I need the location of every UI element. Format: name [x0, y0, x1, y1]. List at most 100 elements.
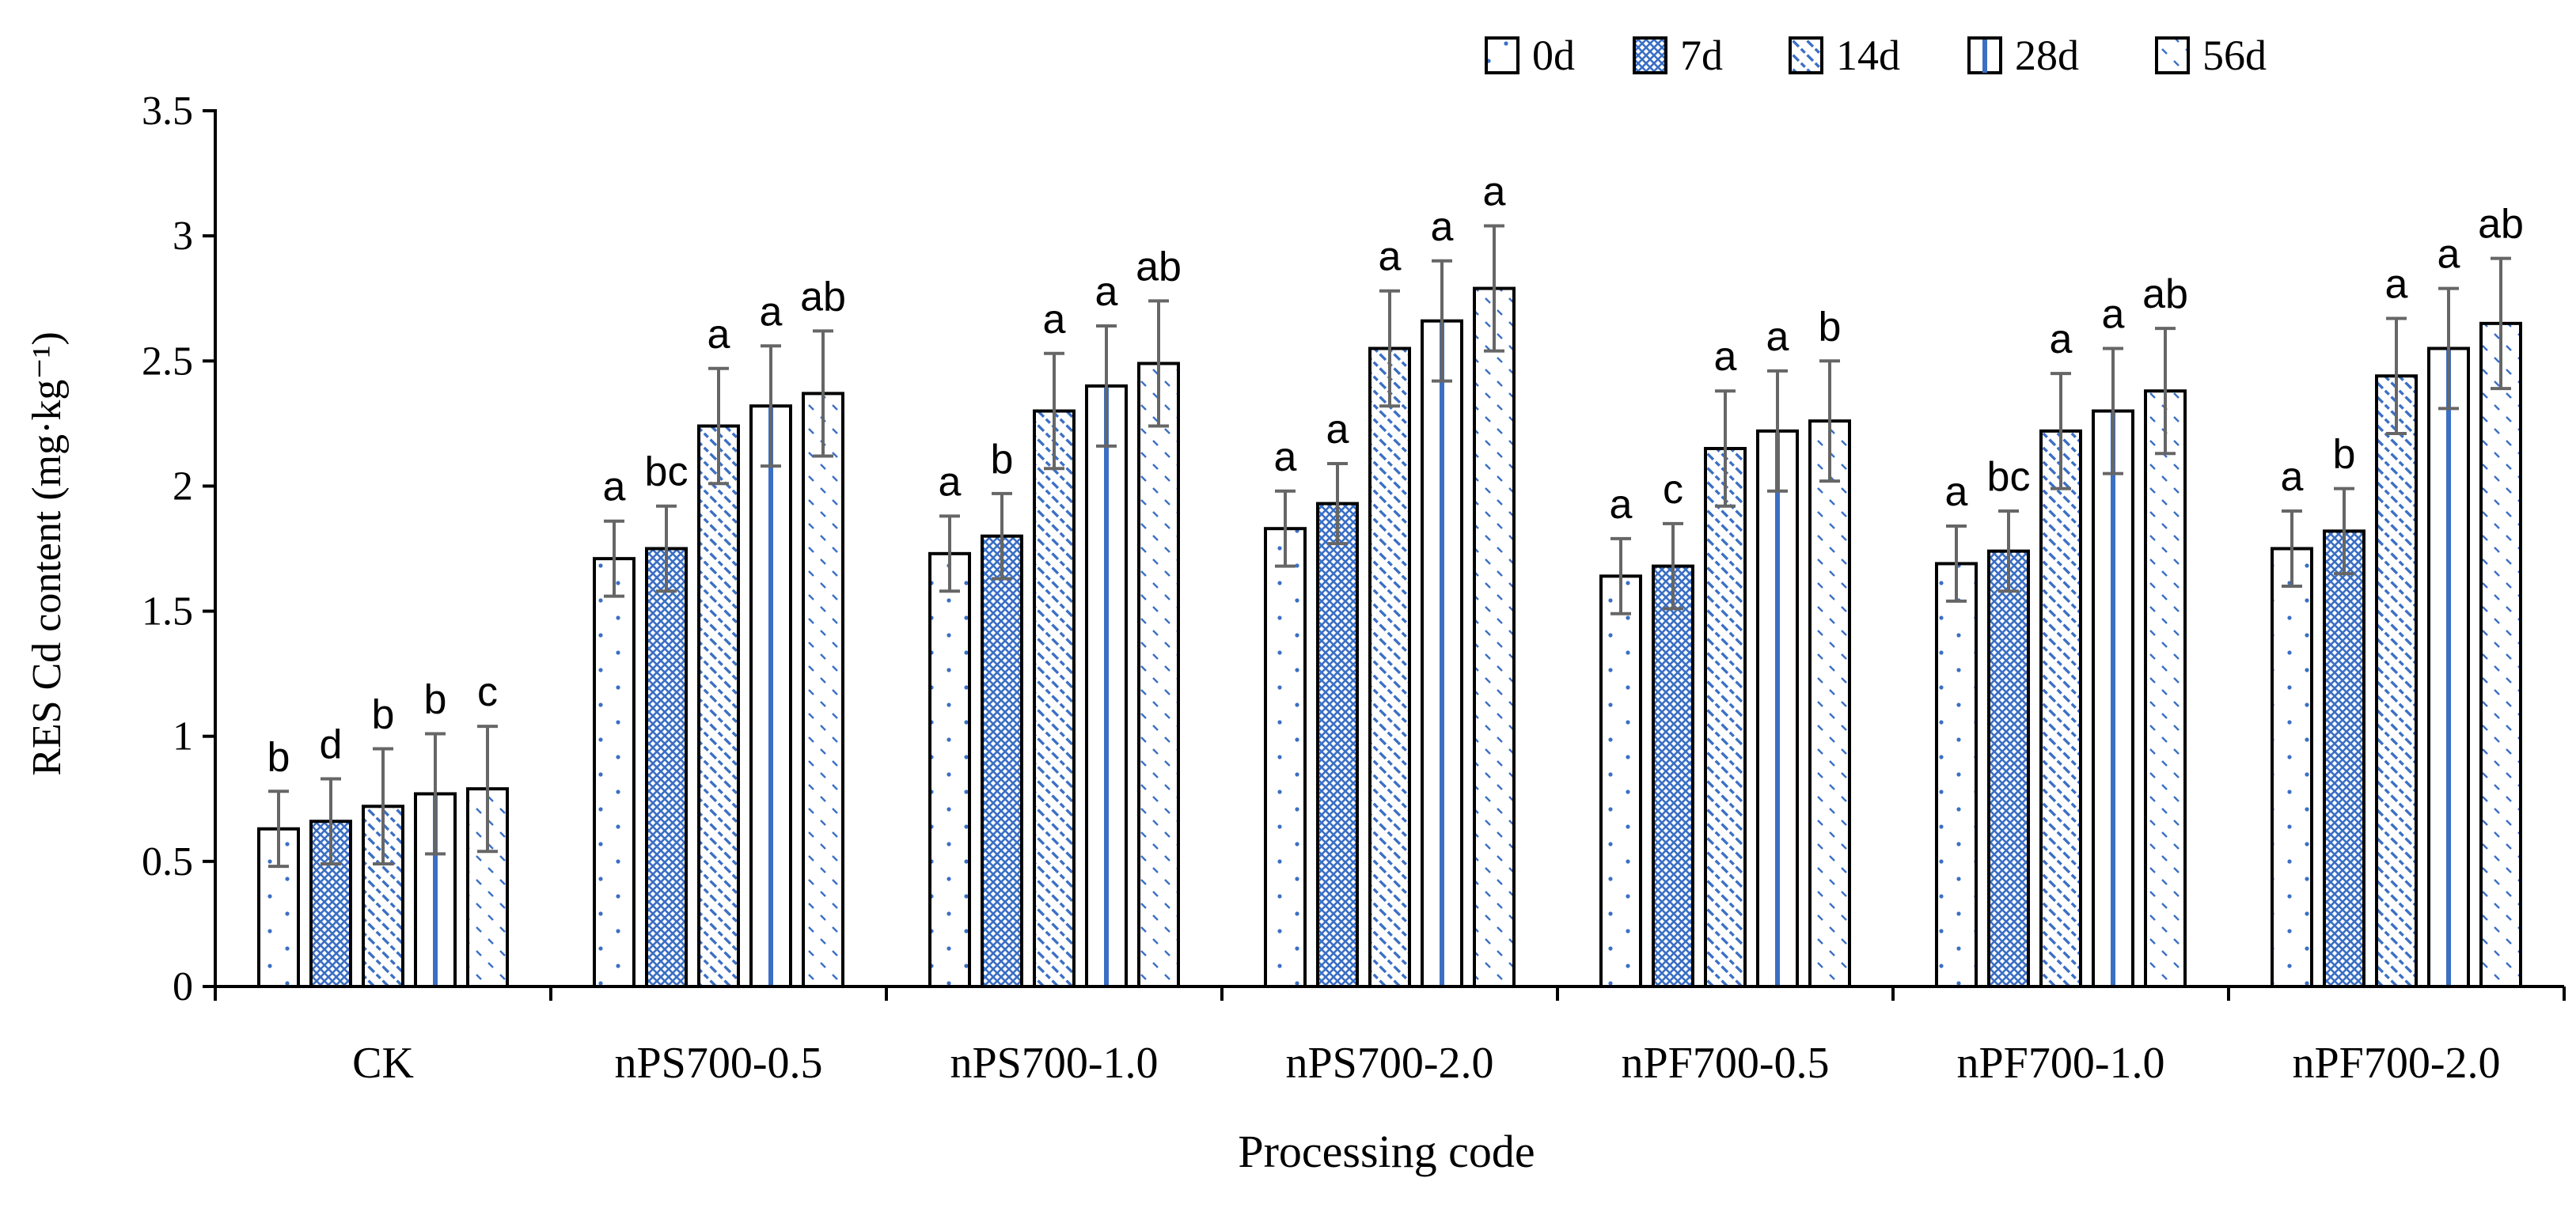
significance-label: ab: [2478, 202, 2524, 248]
bar-28d-nPF700-0.5: a: [1756, 314, 1799, 988]
legend: 0d 7d 14d 28d 56d: [1485, 32, 2267, 79]
y-tick-label: 0: [173, 964, 193, 1009]
significance-label: bc: [1987, 454, 2031, 500]
legend-swatch: [1485, 36, 1519, 74]
significance-label: a: [2102, 291, 2125, 337]
bar-14d-nPS700-2.0: a: [1368, 234, 1411, 988]
bar-rect: [2375, 374, 2418, 988]
bar-rect: [1704, 446, 1747, 988]
bar-28d-nPS700-2.0: a: [1421, 204, 1463, 988]
bar-rect: [1935, 562, 1978, 988]
bar-0d-nPF700-2.0: a: [2271, 454, 2313, 988]
legend-item-0d: 0d: [1485, 32, 1575, 79]
legend-label: 56d: [2202, 32, 2267, 79]
significance-label: d: [320, 721, 343, 767]
bar-14d-nPS700-1.0: a: [1033, 297, 1076, 988]
bar-rect: [1473, 286, 1516, 988]
bar-rect: [1264, 527, 1307, 988]
bar-rect: [593, 557, 635, 988]
bar-0d-CK: b: [257, 734, 300, 988]
bar-rect: [1368, 346, 1411, 988]
bar-rect: [1599, 574, 1642, 988]
legend-swatch: [1789, 36, 1823, 74]
bar-rect: [2039, 429, 2082, 988]
significance-label: c: [1663, 467, 1683, 513]
legend-label: 14d: [1836, 32, 1900, 79]
significance-label: a: [1043, 297, 1066, 343]
y-tick-label: 2.5: [142, 339, 193, 384]
bar-rect: [928, 551, 971, 988]
bar-rect: [1033, 409, 1076, 988]
axes: 0 0.5 1 1.5 2 2.5 3 3.5 CK nPS700-0.5 nPS700-1.0 nP…: [142, 89, 2566, 1088]
bar-rect: [645, 547, 688, 988]
y-tick-label: 1: [173, 714, 193, 759]
bar-14d-nPF700-1.0: a: [2039, 316, 2082, 988]
bar-56d-nPS700-0.5: ab: [800, 274, 846, 989]
bar-28d-nPF700-2.0: a: [2427, 232, 2470, 988]
bar-56d-nPF700-0.5: b: [1808, 304, 1851, 988]
bar-14d-CK: b: [362, 692, 404, 988]
bar-28d-nPF700-1.0: a: [2092, 291, 2134, 988]
bar-rect: [2271, 547, 2313, 988]
bar-0d-nPS700-1.0: a: [928, 459, 971, 988]
significance-label: a: [760, 289, 783, 335]
significance-label: a: [1610, 482, 1633, 528]
significance-label: ab: [1136, 244, 1182, 290]
significance-label: b: [2333, 432, 2356, 478]
bar-0d-nPS700-0.5: a: [593, 464, 635, 988]
significance-label: b: [372, 692, 395, 738]
y-tick-label: 3.5: [142, 89, 193, 134]
legend-swatch: [2155, 36, 2190, 74]
significance-label: a: [1766, 314, 1789, 360]
significance-label: a: [1483, 169, 1506, 214]
significance-label: a: [2385, 262, 2408, 308]
significance-label: a: [1326, 407, 1349, 453]
x-tick-label: nPS700-1.0: [950, 1039, 1159, 1088]
significance-label: b: [1819, 304, 1842, 350]
y-axis-title: RES Cd content (mg·kg⁻¹): [25, 331, 70, 776]
bar-7d-nPF700-2.0: b: [2323, 432, 2365, 988]
significance-label: c: [477, 669, 498, 715]
bar-56d-nPS700-2.0: a: [1473, 169, 1516, 988]
bar-rect: [1987, 549, 2030, 988]
bar-rect: [697, 424, 740, 988]
legend-item-14d: 14d: [1789, 32, 1900, 79]
significance-label: b: [267, 734, 290, 780]
bar-0d-nPS700-2.0: a: [1264, 434, 1307, 988]
bar-rect: [802, 392, 844, 989]
y-tick-label: 1.5: [142, 589, 193, 634]
bar-rect: [2479, 321, 2522, 989]
bar-56d-nPF700-1.0: ab: [2142, 271, 2188, 988]
significance-label: a: [1714, 334, 1737, 380]
significance-label: a: [2281, 454, 2304, 500]
x-axis-title: Processing code: [1238, 1126, 1535, 1177]
bar-7d-nPS700-1.0: b: [981, 437, 1023, 988]
legend-item-56d: 56d: [2155, 32, 2267, 79]
bar-14d-nPF700-2.0: a: [2375, 262, 2418, 988]
bar-rect: [2323, 529, 2365, 988]
legend-label: 7d: [1680, 32, 1723, 79]
y-tick-label: 3: [173, 214, 193, 259]
significance-label: a: [708, 312, 730, 358]
significance-label: a: [1431, 204, 1454, 250]
significance-label: ab: [2142, 271, 2188, 317]
bar-rect: [1808, 419, 1851, 988]
x-tick-label: nPF700-0.5: [1622, 1039, 1830, 1088]
significance-label: a: [2050, 316, 2073, 362]
bar-7d-nPF700-1.0: bc: [1987, 454, 2031, 988]
x-tick-label: nPF700-2.0: [2293, 1039, 2501, 1088]
bar-56d-nPS700-1.0: ab: [1136, 244, 1182, 989]
bar-28d-nPS700-1.0: a: [1085, 269, 1128, 988]
significance-label: a: [939, 459, 962, 505]
bar-7d-nPS700-2.0: a: [1316, 407, 1359, 988]
bar-7d-nPF700-0.5: c: [1652, 467, 1694, 988]
bar-rect: [1652, 564, 1694, 988]
bar-14d-nPS700-0.5: a: [697, 312, 740, 988]
significance-label: ab: [800, 274, 846, 320]
bar-rect: [1137, 362, 1180, 989]
bar-0d-nPF700-1.0: a: [1935, 469, 1978, 988]
y-tick-label: 2: [173, 464, 193, 509]
bar-rect: [981, 534, 1023, 988]
